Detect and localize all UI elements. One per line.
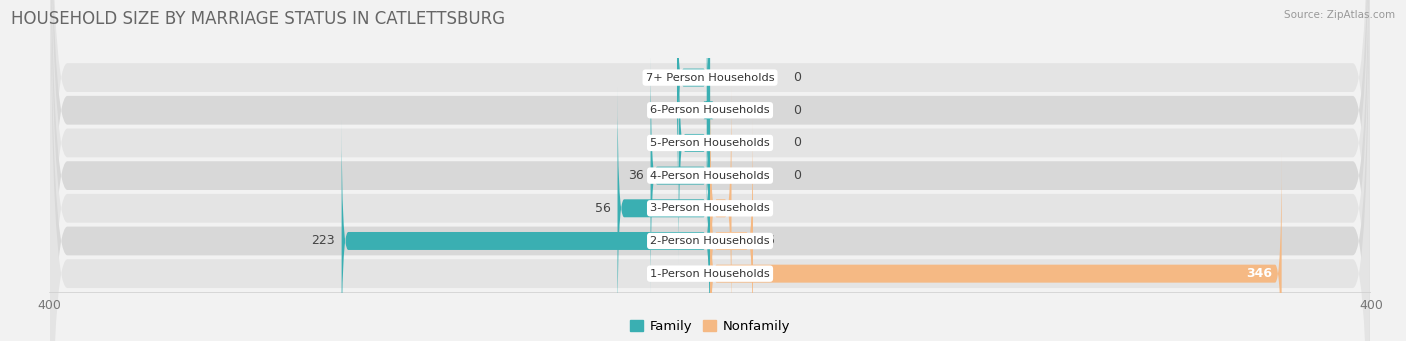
FancyBboxPatch shape <box>710 119 754 341</box>
Text: 20: 20 <box>655 71 671 84</box>
Text: 223: 223 <box>311 235 335 248</box>
FancyBboxPatch shape <box>710 152 1282 341</box>
FancyBboxPatch shape <box>679 21 710 265</box>
Text: 2-Person Households: 2-Person Households <box>650 236 770 246</box>
Text: 0: 0 <box>793 169 800 182</box>
FancyBboxPatch shape <box>617 87 710 330</box>
FancyBboxPatch shape <box>678 0 710 199</box>
Text: 13: 13 <box>738 202 754 215</box>
Text: 56: 56 <box>595 202 610 215</box>
Text: 36: 36 <box>628 169 644 182</box>
Text: 7+ Person Households: 7+ Person Households <box>645 73 775 83</box>
FancyBboxPatch shape <box>342 119 710 341</box>
Text: 1-Person Households: 1-Person Households <box>650 269 770 279</box>
Text: 0: 0 <box>793 71 800 84</box>
Text: 3-Person Households: 3-Person Households <box>650 203 770 213</box>
FancyBboxPatch shape <box>51 0 1369 341</box>
Text: 2: 2 <box>692 104 700 117</box>
FancyBboxPatch shape <box>51 0 1369 341</box>
FancyBboxPatch shape <box>710 87 731 330</box>
Text: 0: 0 <box>793 136 800 149</box>
Legend: Family, Nonfamily: Family, Nonfamily <box>624 315 796 338</box>
FancyBboxPatch shape <box>51 0 1369 341</box>
FancyBboxPatch shape <box>651 54 710 297</box>
Text: 6-Person Households: 6-Person Households <box>650 105 770 115</box>
Text: HOUSEHOLD SIZE BY MARRIAGE STATUS IN CATLETTSBURG: HOUSEHOLD SIZE BY MARRIAGE STATUS IN CAT… <box>11 10 505 28</box>
Text: 346: 346 <box>1246 267 1271 280</box>
Text: Source: ZipAtlas.com: Source: ZipAtlas.com <box>1284 10 1395 20</box>
FancyBboxPatch shape <box>51 0 1369 341</box>
Text: 4-Person Households: 4-Person Households <box>650 170 770 181</box>
Text: 5-Person Households: 5-Person Households <box>650 138 770 148</box>
Text: 26: 26 <box>759 235 775 248</box>
FancyBboxPatch shape <box>51 0 1369 341</box>
Text: 0: 0 <box>793 104 800 117</box>
FancyBboxPatch shape <box>51 0 1369 341</box>
FancyBboxPatch shape <box>703 0 713 232</box>
FancyBboxPatch shape <box>51 0 1369 341</box>
Text: 19: 19 <box>657 136 672 149</box>
